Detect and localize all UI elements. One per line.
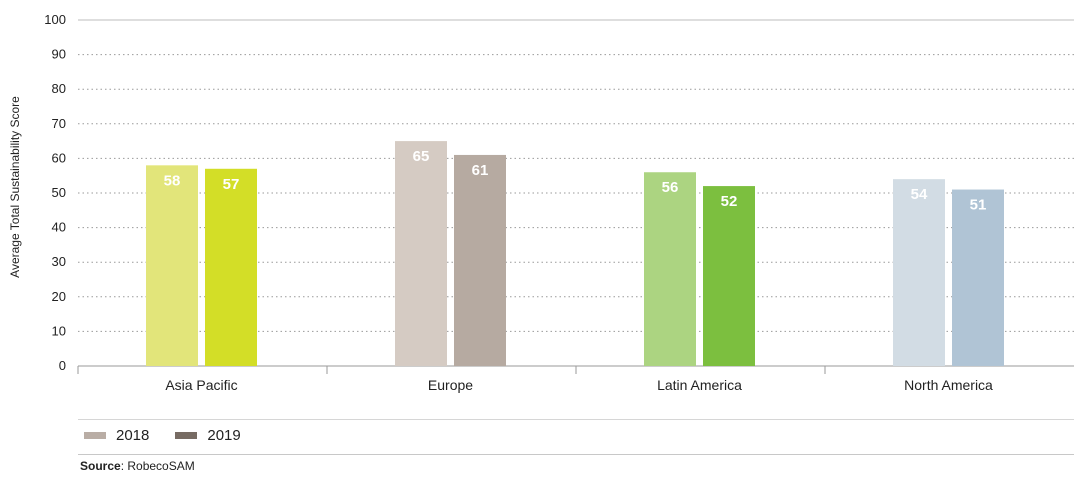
legend: 2018 2019 (84, 427, 267, 444)
y-tick-label-60: 60 (52, 150, 66, 165)
x-tick-label-asia-pacific: Asia Pacific (165, 377, 237, 393)
x-tick-label-europe: Europe (428, 377, 473, 393)
y-tick-label-50: 50 (52, 185, 66, 200)
legend-item-2019: 2019 (175, 427, 241, 444)
bar-north-america-2018 (893, 179, 945, 366)
bar-latin-america-2018 (644, 172, 696, 366)
data-label-europe-2019: 61 (472, 162, 489, 179)
y-tick-label-90: 90 (52, 47, 66, 62)
source-text: : RobecoSAM (120, 459, 195, 473)
y-tick-label-10: 10 (52, 323, 66, 338)
bar-asia-pacific-2019 (205, 168, 257, 366)
y-tick-label-100: 100 (44, 12, 66, 27)
data-label-latin-america-2018: 56 (662, 179, 679, 196)
bar-latin-america-2019 (703, 186, 755, 366)
legend-bottom-divider (78, 454, 1074, 455)
data-label-latin-america-2019: 52 (721, 193, 738, 210)
bar-asia-pacific-2018 (146, 165, 198, 366)
legend-label-2019: 2019 (207, 427, 241, 444)
data-label-north-america-2019: 51 (970, 197, 987, 214)
legend-swatch-2018 (84, 432, 106, 439)
data-label-europe-2018: 65 (413, 148, 430, 165)
bar-north-america-2019 (952, 189, 1004, 366)
bar-europe-2018 (395, 141, 447, 366)
y-tick-label-30: 30 (52, 254, 66, 269)
x-tick-label-latin-america: Latin America (657, 377, 742, 393)
bar-europe-2019 (454, 154, 506, 366)
y-tick-label-40: 40 (52, 220, 66, 235)
y-tick-label-0: 0 (59, 358, 66, 373)
x-axis: Asia Pacific Europe Latin America North Ame… (77, 366, 993, 393)
data-label-north-america-2018: 54 (911, 186, 928, 203)
y-tick-label-20: 20 (52, 289, 66, 304)
y-tick-label-80: 80 (52, 81, 66, 96)
legend-item-2018: 2018 (84, 427, 149, 444)
y-axis-label: Average Total Sustainability Score (8, 96, 22, 278)
y-tick-label-70: 70 (52, 116, 66, 131)
x-tick-label-north-america: North America (904, 377, 993, 393)
legend-label-2018: 2018 (116, 427, 150, 444)
y-axis-ticks: 0 10 20 30 40 50 60 70 80 90 100 (44, 12, 66, 373)
data-label-asia-pacific-2018: 58 (164, 172, 181, 189)
bars: 58 57 65 61 56 52 54 51 (146, 141, 1004, 366)
legend-swatch-2019 (175, 432, 198, 439)
source-note: Source: RobecoSAM (80, 459, 195, 473)
source-label: Source (80, 459, 121, 473)
data-label-asia-pacific-2019: 57 (223, 176, 240, 193)
